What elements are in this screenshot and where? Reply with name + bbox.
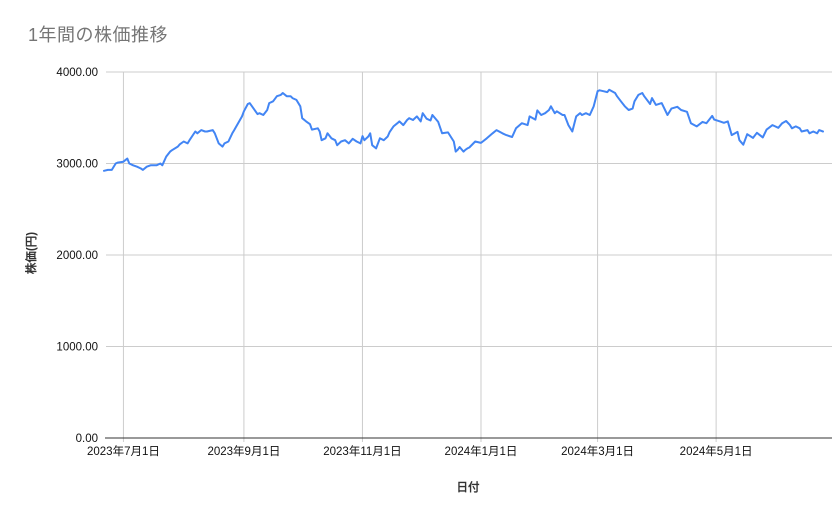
x-tick-label: 2023年7月1日: [87, 444, 160, 458]
y-tick-label: 0.00: [76, 433, 98, 445]
y-tick-label: 4000.00: [56, 67, 98, 79]
price-line: [103, 88, 824, 172]
y-tick-label: 2000.00: [56, 250, 98, 262]
y-tick-label: 1000.00: [56, 342, 98, 354]
y-tick-label: 3000.00: [56, 159, 98, 171]
x-tick-label: 2023年11月1日: [323, 444, 401, 458]
x-axis-title: 日付: [456, 482, 480, 494]
chart-title: 1年間の株価推移: [28, 25, 169, 45]
x-tick-label: 2024年1月1日: [445, 444, 518, 458]
x-tick-label: 2024年5月1日: [680, 444, 753, 458]
x-tick-label: 2023年9月1日: [207, 444, 280, 458]
x-tick-label: 2024年3月1日: [561, 444, 634, 458]
